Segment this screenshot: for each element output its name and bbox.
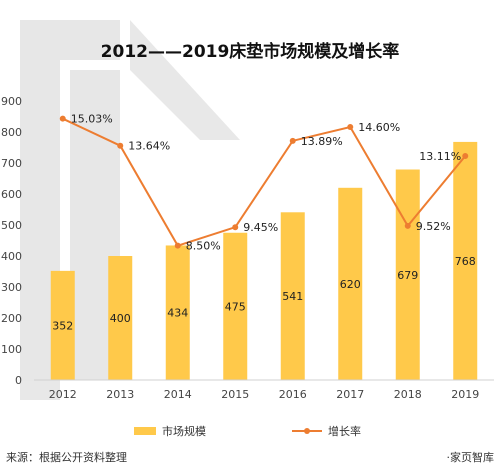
y-tick-label: 800 <box>1 126 22 139</box>
y-tick-label: 0 <box>15 374 22 387</box>
y-tick-label: 500 <box>1 219 22 232</box>
watermark-logo <box>20 20 240 400</box>
bar-series <box>50 141 478 380</box>
growth-rate-line <box>62 117 467 247</box>
x-tick-label: 2014 <box>164 388 192 401</box>
bar-value-label: 475 <box>225 300 246 313</box>
x-tick-label: 2013 <box>106 388 134 401</box>
y-axis: 0 100 200 300 400 500 600 700 800 900 <box>1 95 22 387</box>
line-value-label: 13.64% <box>128 140 170 153</box>
line-point <box>404 222 411 229</box>
bar-value-label: 352 <box>52 319 73 332</box>
bar-value-label: 541 <box>282 290 303 303</box>
bar <box>395 169 420 380</box>
line-value-label: 9.52% <box>416 220 451 233</box>
bar-value-labels: 352 400 434 475 541 620 679 768 <box>52 255 476 332</box>
legend-label-line: 增长率 <box>328 424 361 438</box>
bar <box>280 212 305 380</box>
chart-title: 2012——2019床垫市场规模及增长率 <box>101 41 400 62</box>
y-tick-label: 100 <box>1 343 22 356</box>
line-point <box>59 115 66 122</box>
x-axis: 2012 2013 2014 2015 2016 2017 2018 2019 <box>34 379 494 401</box>
bar <box>50 270 75 380</box>
bar-value-label: 768 <box>455 255 476 268</box>
bar-value-label: 434 <box>167 307 188 320</box>
line-point <box>347 124 354 131</box>
bar <box>165 245 190 380</box>
bar <box>223 232 248 380</box>
bar <box>453 141 478 380</box>
line-point <box>462 153 469 160</box>
line-point <box>117 142 124 149</box>
legend-swatch-marker <box>304 428 310 434</box>
brand-note: ·家页智库 <box>447 450 495 464</box>
x-tick-label: 2015 <box>221 388 249 401</box>
y-tick-label: 600 <box>1 188 22 201</box>
line-value-labels: 15.03% 13.64% 8.50% 9.45% 13.89% 14.60% 9.52% 1… <box>71 113 462 253</box>
y-tick-label: 200 <box>1 312 22 325</box>
line-value-label: 9.45% <box>243 221 278 234</box>
line-series <box>59 115 469 249</box>
legend-swatch-bar <box>134 427 156 435</box>
line-point <box>232 224 239 231</box>
x-tick-label: 2018 <box>394 388 422 401</box>
x-tick-label: 2012 <box>49 388 77 401</box>
y-tick-label: 900 <box>1 95 22 108</box>
line-value-label: 15.03% <box>71 113 113 126</box>
line-value-label: 13.11% <box>419 150 461 163</box>
legend: 市场规模 增长率 <box>134 424 361 438</box>
line-value-label: 14.60% <box>358 121 400 134</box>
x-tick-label: 2019 <box>451 388 479 401</box>
y-tick-label: 400 <box>1 250 22 263</box>
bar <box>338 187 363 380</box>
x-tick-label: 2017 <box>336 388 364 401</box>
bar-value-label: 620 <box>340 278 361 291</box>
line-point <box>289 137 296 144</box>
bar-value-label: 400 <box>110 312 131 325</box>
bar-value-label: 679 <box>397 269 418 282</box>
y-tick-label: 300 <box>1 281 22 294</box>
line-point <box>174 242 181 249</box>
legend-label-bar: 市场规模 <box>162 424 206 438</box>
line-value-label: 8.50% <box>186 240 221 253</box>
line-value-label: 13.89% <box>301 135 343 148</box>
bar <box>108 256 133 380</box>
y-tick-label: 700 <box>1 157 22 170</box>
x-tick-label: 2016 <box>279 388 307 401</box>
source-note: 来源：根据公开资料整理 <box>6 450 127 464</box>
